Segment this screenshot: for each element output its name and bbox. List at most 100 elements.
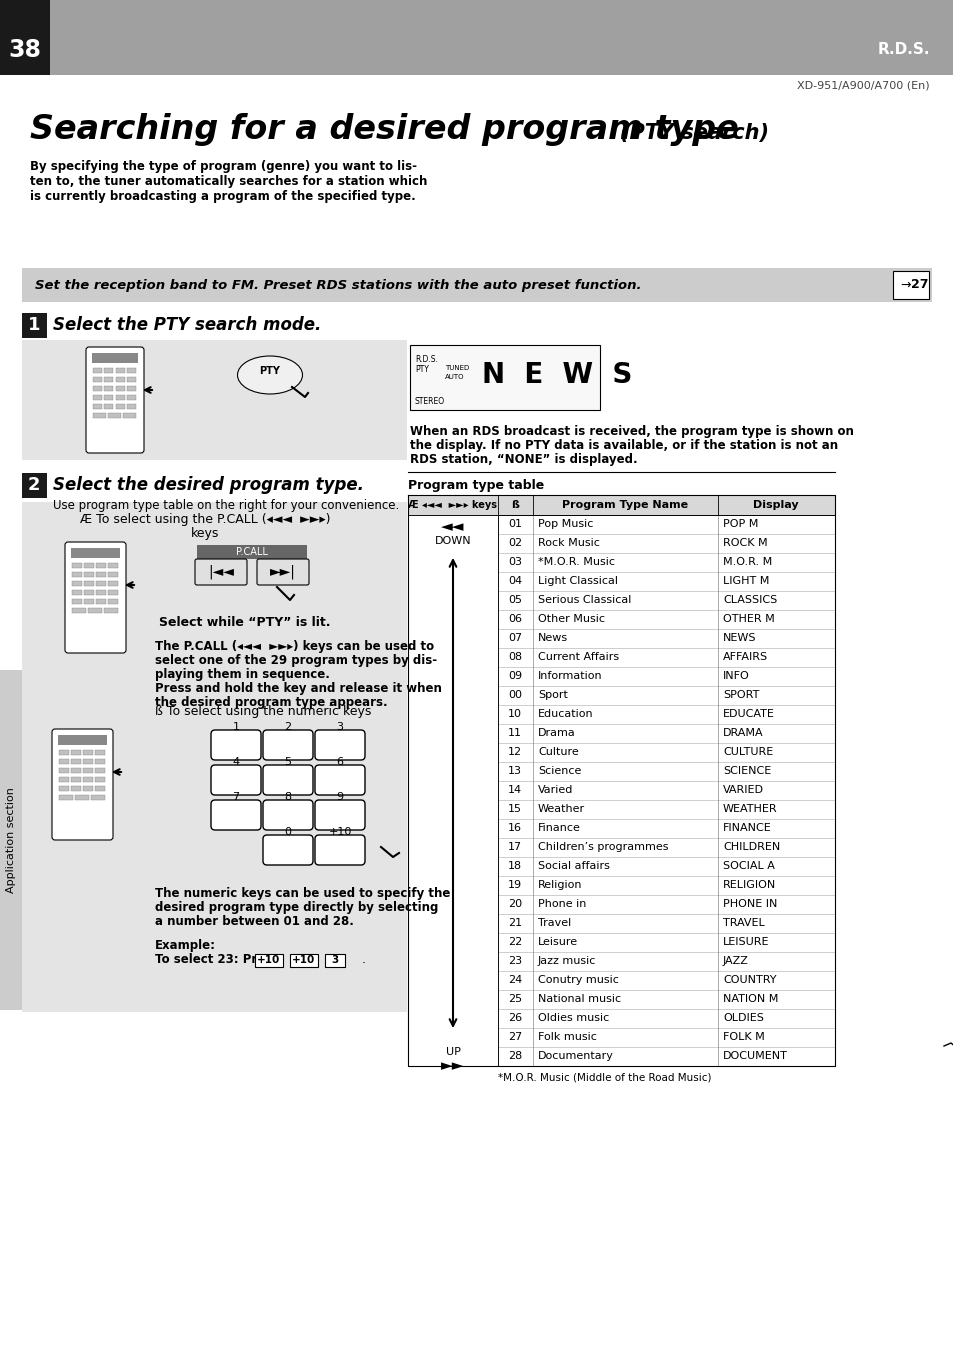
- Text: Travel: Travel: [537, 917, 571, 928]
- Text: Light Classical: Light Classical: [537, 576, 618, 586]
- Text: INFO: INFO: [722, 671, 749, 681]
- Text: LEISURE: LEISURE: [722, 938, 769, 947]
- Text: Press and hold the key and release it when: Press and hold the key and release it wh…: [154, 682, 441, 694]
- Text: 08: 08: [507, 653, 521, 662]
- Text: the display. If no PTY data is available, or if the station is not an: the display. If no PTY data is available…: [410, 439, 838, 453]
- Bar: [96, 590, 106, 594]
- FancyBboxPatch shape: [194, 559, 247, 585]
- Bar: [71, 571, 82, 577]
- Bar: [116, 394, 125, 400]
- Bar: [92, 404, 102, 409]
- Bar: [104, 608, 118, 613]
- Text: 16: 16: [507, 823, 521, 834]
- Bar: [91, 353, 138, 363]
- Text: ►►|: ►►|: [270, 565, 295, 580]
- Bar: [408, 494, 834, 515]
- Text: 4: 4: [233, 757, 239, 767]
- Text: WEATHER: WEATHER: [722, 804, 777, 815]
- FancyBboxPatch shape: [263, 765, 313, 794]
- Text: 04: 04: [507, 576, 521, 586]
- Text: SPORT: SPORT: [722, 690, 759, 700]
- FancyBboxPatch shape: [256, 559, 309, 585]
- Bar: [71, 581, 82, 586]
- Bar: [22, 313, 47, 338]
- Text: Select while “PTY” is lit.: Select while “PTY” is lit.: [159, 616, 331, 628]
- Bar: [108, 571, 118, 577]
- Text: TRAVEL: TRAVEL: [722, 917, 764, 928]
- Text: CHILDREN: CHILDREN: [722, 842, 780, 852]
- Bar: [127, 394, 136, 400]
- Text: ◄◄: ◄◄: [441, 520, 464, 535]
- Text: 05: 05: [507, 594, 521, 605]
- Text: 20: 20: [507, 898, 521, 909]
- Bar: [83, 777, 92, 782]
- Text: 1: 1: [28, 316, 40, 334]
- Bar: [127, 386, 136, 390]
- Text: DOWN: DOWN: [435, 536, 471, 546]
- Bar: [22, 267, 931, 303]
- Bar: [95, 750, 105, 755]
- Bar: [22, 473, 47, 499]
- Text: Oldies music: Oldies music: [537, 1013, 609, 1023]
- Text: Æ ◂◄◄  ►►▸ keys: Æ ◂◄◄ ►►▸ keys: [408, 500, 497, 509]
- Bar: [59, 777, 69, 782]
- Text: 19: 19: [507, 880, 521, 890]
- Bar: [104, 404, 112, 409]
- Text: 25: 25: [507, 994, 521, 1004]
- FancyBboxPatch shape: [52, 730, 112, 840]
- Bar: [196, 544, 307, 559]
- Text: Information: Information: [537, 671, 602, 681]
- Text: PHONE IN: PHONE IN: [722, 898, 777, 909]
- Bar: [59, 794, 73, 800]
- Bar: [0, 0, 953, 76]
- Text: N  E  W  S: N E W S: [481, 361, 632, 389]
- Text: is currently broadcasting a program of the specified type.: is currently broadcasting a program of t…: [30, 190, 416, 203]
- Text: 1: 1: [233, 721, 239, 732]
- Bar: [0, 670, 22, 1011]
- Text: playing them in sequence.: playing them in sequence.: [154, 667, 330, 681]
- Text: OLDIES: OLDIES: [722, 1013, 763, 1023]
- Text: AUTO: AUTO: [444, 374, 464, 380]
- Text: To select 23: Press: To select 23: Press: [154, 952, 279, 966]
- Bar: [290, 954, 317, 967]
- Text: Science: Science: [537, 766, 580, 775]
- Bar: [84, 563, 94, 567]
- Bar: [71, 750, 81, 755]
- Text: Other Music: Other Music: [537, 613, 604, 624]
- Bar: [116, 386, 125, 390]
- Text: EDUCATE: EDUCATE: [722, 709, 774, 719]
- Text: Folk music: Folk music: [537, 1032, 597, 1042]
- Bar: [95, 767, 105, 773]
- Bar: [108, 563, 118, 567]
- Bar: [116, 377, 125, 382]
- Bar: [96, 563, 106, 567]
- Text: 28: 28: [507, 1051, 521, 1061]
- Text: Rock Music: Rock Music: [537, 538, 599, 549]
- Text: Varied: Varied: [537, 785, 573, 794]
- Text: DRAMA: DRAMA: [722, 728, 762, 738]
- Text: Set the reception band to FM. Preset RDS stations with the auto preset function.: Set the reception band to FM. Preset RDS…: [35, 278, 640, 292]
- Text: Weather: Weather: [537, 804, 584, 815]
- Bar: [71, 563, 82, 567]
- Bar: [91, 794, 105, 800]
- Bar: [116, 404, 125, 409]
- Bar: [123, 413, 136, 417]
- Bar: [104, 386, 112, 390]
- Text: POP M: POP M: [722, 519, 758, 530]
- Text: Select the desired program type.: Select the desired program type.: [53, 476, 364, 494]
- Bar: [892, 272, 928, 299]
- Bar: [71, 767, 81, 773]
- Text: 3: 3: [336, 721, 343, 732]
- Bar: [58, 735, 107, 744]
- Text: PTY: PTY: [259, 366, 280, 376]
- Text: 11: 11: [507, 728, 521, 738]
- Bar: [104, 367, 112, 373]
- Text: 26: 26: [507, 1013, 521, 1023]
- Text: News: News: [537, 634, 568, 643]
- Text: R.D.S.: R.D.S.: [415, 355, 437, 363]
- Text: Program Type Name: Program Type Name: [561, 500, 687, 509]
- Bar: [22, 340, 407, 459]
- Text: 38: 38: [9, 38, 42, 62]
- Text: 9: 9: [336, 792, 343, 802]
- FancyBboxPatch shape: [263, 835, 313, 865]
